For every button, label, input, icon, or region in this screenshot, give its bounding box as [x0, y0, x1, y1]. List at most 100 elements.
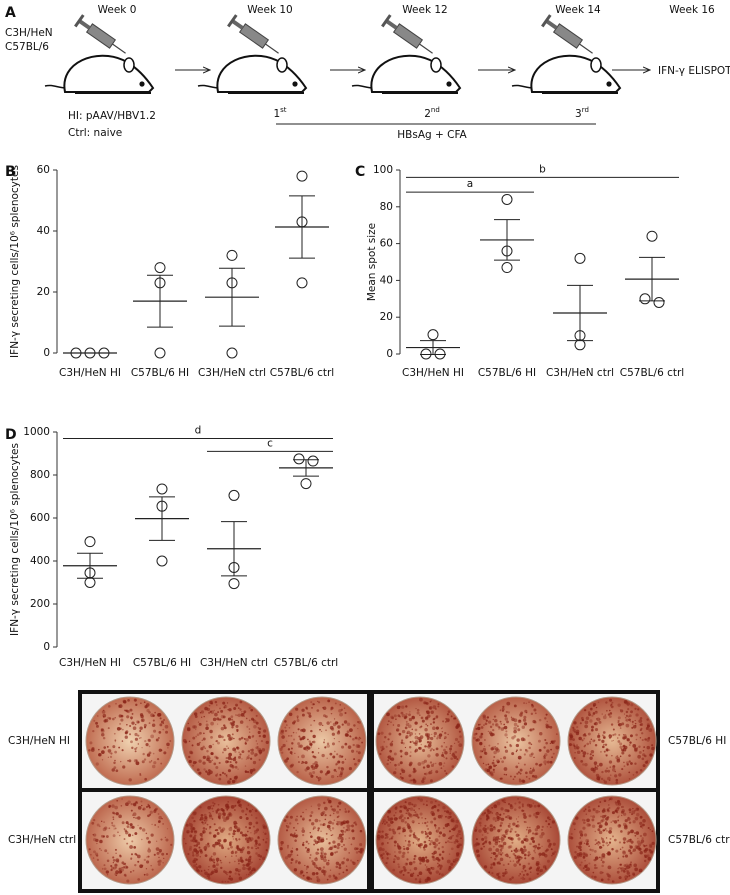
elispot-spot [99, 848, 100, 849]
elispot-spot [597, 828, 600, 831]
elispot-spot [103, 821, 104, 822]
elispot-spot [430, 801, 433, 804]
elispot-spot [238, 838, 240, 840]
elispot-spot [306, 876, 309, 879]
elispot-spot [523, 848, 527, 852]
elispot-spot [318, 722, 322, 726]
elispot-spot [599, 763, 603, 767]
elispot-spot [606, 710, 608, 712]
elispot-spot [497, 761, 499, 763]
elispot-spot [293, 738, 295, 740]
elispot-spot [235, 780, 236, 781]
elispot-spot [436, 716, 439, 719]
elispot-spot [529, 868, 531, 870]
elispot-spot [651, 744, 653, 746]
elispot-spot [588, 713, 591, 716]
elispot-spot [333, 723, 336, 726]
elispot-spot [586, 813, 587, 814]
elispot-spot [534, 848, 536, 850]
elispot-spot [502, 852, 504, 854]
y-tick-label: 20 [380, 311, 393, 323]
elispot-spot [395, 718, 397, 720]
elispot-spot [543, 746, 545, 748]
elispot-spot [523, 874, 525, 876]
elispot-spot [101, 835, 104, 838]
elispot-spot [321, 731, 322, 732]
elispot-spot [287, 845, 289, 847]
mouse-eye [446, 81, 451, 86]
elispot-spot [226, 757, 228, 759]
elispot-spot [427, 821, 429, 823]
elispot-spot [460, 837, 462, 839]
elispot-spot [295, 835, 298, 838]
elispot-spot [189, 846, 192, 849]
elispot-spot [436, 870, 439, 873]
elispot-spot [628, 754, 631, 757]
elispot-spot [126, 843, 128, 845]
elispot-spot [260, 855, 262, 857]
elispot-spot [225, 817, 229, 821]
elispot-spot [107, 746, 109, 748]
elispot-spot [500, 844, 503, 847]
elispot-spot [453, 861, 455, 863]
x-tick-label: C3H/HeN HI [402, 367, 464, 379]
elispot-spot [297, 719, 300, 722]
elispot-spot [390, 821, 393, 824]
elispot-spot [429, 837, 431, 839]
elispot-spot [643, 833, 647, 837]
elispot-spot [606, 873, 609, 876]
elispot-spot [409, 718, 412, 721]
elispot-spot [596, 718, 598, 720]
elispot-spot [407, 848, 409, 850]
elispot-spot [500, 849, 503, 852]
elispot-spot [450, 753, 451, 754]
elispot-spot [393, 724, 395, 726]
elispot-spot [183, 838, 184, 839]
elispot-spot [537, 847, 540, 850]
elispot-spot [193, 820, 195, 822]
elispot-spot [504, 726, 507, 729]
elispot-spot [556, 733, 558, 735]
elispot-spot [387, 834, 388, 835]
elispot-spot [208, 869, 209, 870]
elispot-spot [343, 827, 345, 829]
elispot-spot [229, 875, 231, 877]
elispot-spot [344, 720, 347, 723]
elispot-spot [237, 829, 241, 833]
elispot-spot [382, 823, 384, 825]
elispot-spot [505, 854, 507, 856]
elispot-spot [511, 850, 513, 852]
elispot-spot [167, 747, 168, 748]
elispot-spot [222, 828, 225, 831]
mouse-icon [45, 56, 153, 93]
elispot-spot [129, 733, 131, 735]
elispot-spot [259, 759, 261, 761]
elispot-spot [518, 763, 519, 764]
elispot-spot [442, 720, 444, 722]
elispot-spot [599, 811, 600, 812]
elispot-spot [298, 745, 301, 748]
syringe-needle [265, 44, 278, 53]
elispot-spot [609, 827, 612, 830]
elispot-spot [379, 753, 381, 755]
elispot-spot [247, 851, 250, 854]
syringe-icon [227, 14, 283, 59]
elispot-spot [410, 875, 412, 877]
elispot-spot [228, 769, 231, 772]
elispot-spot [134, 733, 137, 736]
elispot-spot [249, 728, 251, 730]
elispot-spot [597, 735, 600, 738]
elispot-spot [599, 857, 601, 859]
elispot-spot [246, 808, 248, 810]
elispot-spot [529, 843, 532, 846]
elispot-spot [588, 733, 591, 736]
elispot-spot [392, 869, 395, 872]
elispot-spot [631, 810, 635, 814]
elispot-spot [135, 738, 138, 741]
elispot-spot [501, 727, 505, 731]
elispot-spot [499, 814, 501, 816]
elispot-spot [396, 818, 398, 820]
elispot-spot [435, 770, 438, 773]
elispot-spot [598, 733, 600, 735]
